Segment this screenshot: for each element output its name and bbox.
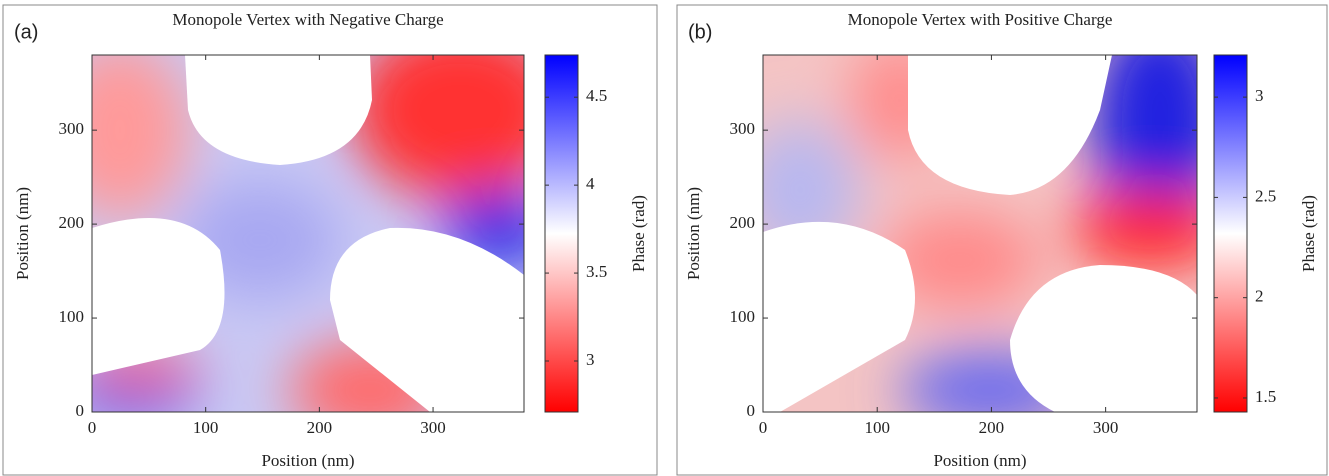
panel-frame (676, 4, 1328, 476)
y-tick-label: 100 (59, 307, 85, 326)
colorbar-tick-label: 2.5 (1255, 186, 1276, 205)
x-tick-label: 100 (193, 418, 219, 437)
plot-frame (762, 54, 1198, 413)
x-tick-label: 200 (307, 418, 333, 437)
plot-frame (91, 54, 525, 413)
x-tick-label: 100 (864, 418, 890, 437)
colorbar (544, 54, 579, 413)
colorbar-tick-label: 4.5 (586, 86, 607, 105)
y-tick-label: 0 (76, 401, 85, 420)
x-axis-label: Position (nm) (261, 451, 354, 470)
x-tick-label: 0 (88, 418, 97, 437)
y-tick-label: 200 (730, 213, 756, 232)
colorbar-label: Phase (rad) (629, 195, 648, 272)
panel-label: (a) (14, 21, 38, 43)
y-tick-label: 200 (59, 213, 85, 232)
panel-frame (2, 4, 658, 476)
colorbar-label: Phase (rad) (1299, 195, 1318, 272)
x-axis-label: Position (nm) (933, 451, 1026, 470)
y-tick-label: 300 (59, 119, 85, 138)
colorbar-tick-label: 4 (586, 174, 595, 193)
colorbar-tick-label: 3 (586, 350, 595, 369)
chart-title: Monopole Vertex with Positive Charge (848, 10, 1113, 29)
panel-label: (b) (688, 21, 712, 43)
y-tick-label: 100 (730, 307, 756, 326)
y-axis-label: Position (nm) (13, 187, 32, 280)
x-tick-label: 200 (979, 418, 1005, 437)
colorbar (1213, 54, 1248, 413)
colorbar-tick-label: 2 (1255, 287, 1264, 306)
heatmap (92, 55, 524, 412)
x-tick-label: 300 (1093, 418, 1119, 437)
y-axis-label: Position (nm) (684, 187, 703, 280)
x-tick-label: 300 (420, 418, 446, 437)
chart-title: Monopole Vertex with Negative Charge (172, 10, 443, 29)
y-tick-label: 0 (747, 401, 756, 420)
colorbar-tick-label: 1.5 (1255, 387, 1276, 406)
heatmap (763, 55, 1197, 412)
colorbar-tick-label: 3.5 (586, 262, 607, 281)
x-tick-label: 0 (759, 418, 768, 437)
y-tick-label: 300 (730, 119, 756, 138)
colorbar-tick-label: 3 (1255, 86, 1264, 105)
